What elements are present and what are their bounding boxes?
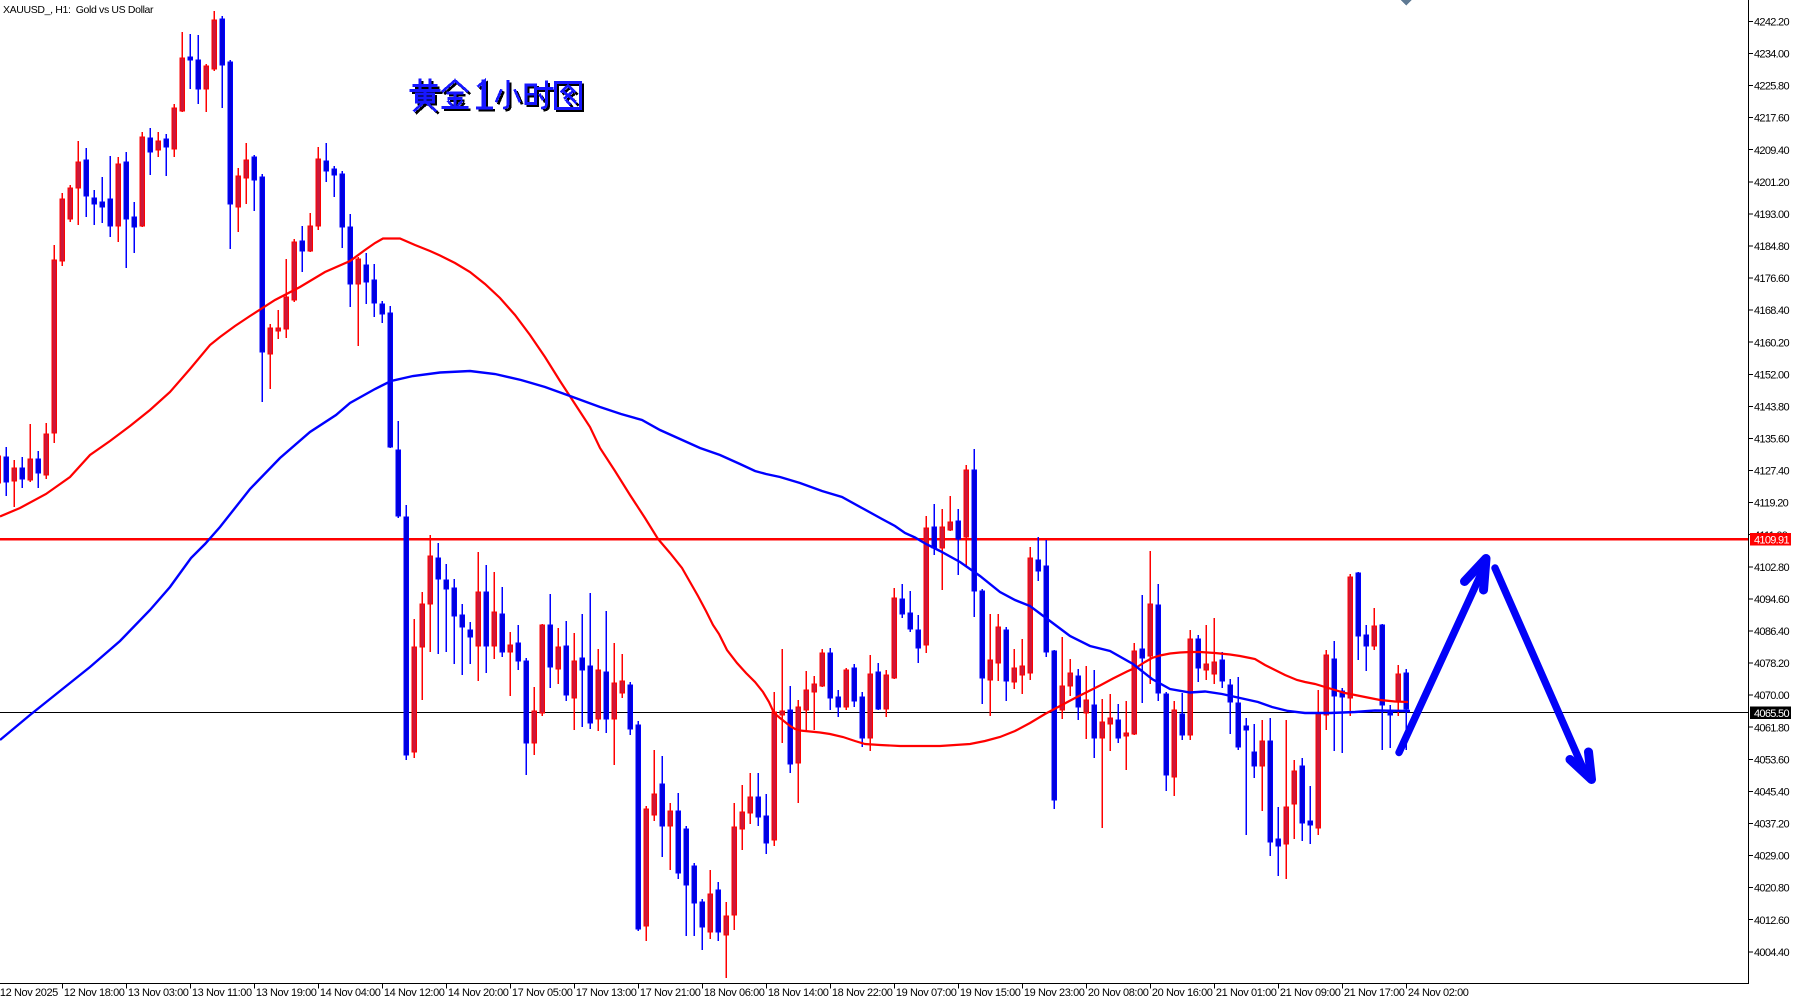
svg-text:4037.20: 4037.20 xyxy=(1754,819,1789,831)
svg-text:20 Nov 08:00: 20 Nov 08:00 xyxy=(1088,987,1149,999)
svg-text:4143.80: 4143.80 xyxy=(1754,402,1789,414)
svg-text:4242.20: 4242.20 xyxy=(1754,17,1789,29)
svg-text:4127.40: 4127.40 xyxy=(1754,466,1789,478)
svg-text:14 Nov 12:00: 14 Nov 12:00 xyxy=(384,987,445,999)
svg-text:18 Nov 22:00: 18 Nov 22:00 xyxy=(832,987,893,999)
svg-text:12 Nov 2025: 12 Nov 2025 xyxy=(0,987,58,999)
svg-text:14 Nov 04:00: 14 Nov 04:00 xyxy=(320,987,381,999)
svg-text:24 Nov 02:00: 24 Nov 02:00 xyxy=(1408,987,1469,999)
svg-text:4004.40: 4004.40 xyxy=(1754,947,1789,959)
svg-text:4209.40: 4209.40 xyxy=(1754,145,1789,157)
svg-text:14 Nov 20:00: 14 Nov 20:00 xyxy=(448,987,509,999)
svg-text:4160.20: 4160.20 xyxy=(1754,337,1789,349)
svg-text:4045.40: 4045.40 xyxy=(1754,787,1789,799)
svg-text:4225.80: 4225.80 xyxy=(1754,81,1789,93)
svg-text:21 Nov 01:00: 21 Nov 01:00 xyxy=(1216,987,1277,999)
svg-text:4065.50: 4065.50 xyxy=(1754,708,1789,720)
svg-text:4070.00: 4070.00 xyxy=(1754,690,1789,702)
svg-text:13 Nov 11:00: 13 Nov 11:00 xyxy=(192,987,252,999)
svg-text:4061.80: 4061.80 xyxy=(1754,722,1789,734)
svg-text:18 Nov 14:00: 18 Nov 14:00 xyxy=(768,987,829,999)
svg-text:18 Nov 06:00: 18 Nov 06:00 xyxy=(704,987,765,999)
svg-text:12 Nov 18:00: 12 Nov 18:00 xyxy=(64,987,125,999)
svg-text:4078.20: 4078.20 xyxy=(1754,658,1789,670)
svg-text:4234.00: 4234.00 xyxy=(1754,49,1789,61)
svg-text:4184.80: 4184.80 xyxy=(1754,241,1789,253)
svg-text:4020.80: 4020.80 xyxy=(1754,883,1789,895)
svg-text:4152.00: 4152.00 xyxy=(1754,369,1789,381)
svg-text:17 Nov 21:00: 17 Nov 21:00 xyxy=(640,987,701,999)
svg-text:4217.60: 4217.60 xyxy=(1754,113,1789,125)
svg-text:13 Nov 19:00: 13 Nov 19:00 xyxy=(256,987,317,999)
svg-text:4012.60: 4012.60 xyxy=(1754,915,1789,927)
svg-text:4168.40: 4168.40 xyxy=(1754,305,1789,317)
svg-text:4094.60: 4094.60 xyxy=(1754,594,1789,606)
svg-text:4053.60: 4053.60 xyxy=(1754,754,1789,766)
svg-text:17 Nov 13:00: 17 Nov 13:00 xyxy=(576,987,637,999)
svg-text:19 Nov 07:00: 19 Nov 07:00 xyxy=(896,987,957,999)
svg-text:4119.20: 4119.20 xyxy=(1754,498,1789,510)
svg-text:4109.91: 4109.91 xyxy=(1754,534,1789,546)
svg-text:21 Nov 09:00: 21 Nov 09:00 xyxy=(1280,987,1341,999)
svg-text:20 Nov 16:00: 20 Nov 16:00 xyxy=(1152,987,1213,999)
svg-text:4086.40: 4086.40 xyxy=(1754,626,1789,638)
svg-text:4029.00: 4029.00 xyxy=(1754,851,1789,863)
svg-text:19 Nov 15:00: 19 Nov 15:00 xyxy=(960,987,1021,999)
svg-text:4193.00: 4193.00 xyxy=(1754,209,1789,221)
svg-text:19 Nov 23:00: 19 Nov 23:00 xyxy=(1024,987,1085,999)
svg-text:21 Nov 17:00: 21 Nov 17:00 xyxy=(1344,987,1405,999)
svg-text:XAUUSD_, H1: Gold vs US Dolla: XAUUSD_, H1: Gold vs US Dollar xyxy=(3,4,154,16)
svg-text:4176.60: 4176.60 xyxy=(1754,273,1789,285)
svg-text:4135.60: 4135.60 xyxy=(1754,434,1789,446)
svg-text:4102.80: 4102.80 xyxy=(1754,562,1789,574)
svg-text:4201.20: 4201.20 xyxy=(1754,177,1789,189)
svg-text:13 Nov 03:00: 13 Nov 03:00 xyxy=(128,987,189,999)
svg-text:17 Nov 05:00: 17 Nov 05:00 xyxy=(512,987,573,999)
